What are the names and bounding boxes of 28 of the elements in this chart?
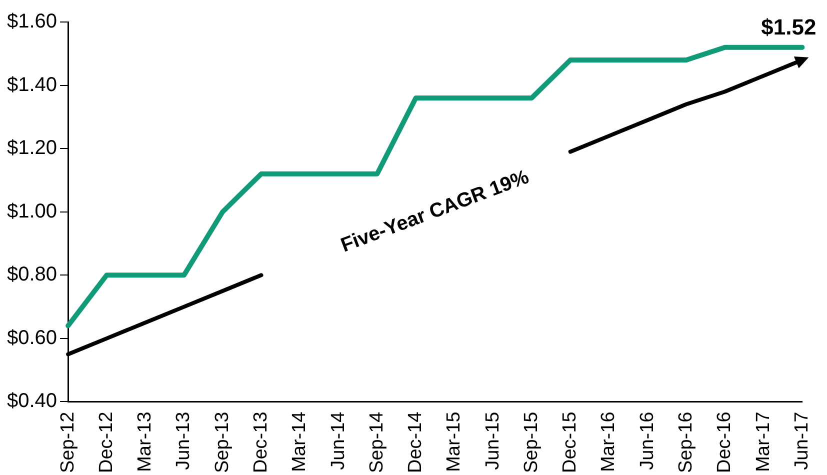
- x-tick-label: Dec-15: [560, 412, 581, 473]
- x-tick-label: Jun-13: [173, 412, 194, 470]
- x-tick-label: Mar-17: [752, 412, 774, 472]
- x-tick-label: Dec-14: [405, 411, 426, 473]
- x-tick-label: Jun-15: [482, 412, 504, 470]
- x-tick-label: Mar-13: [134, 412, 156, 472]
- y-tick-label: $1.60: [6, 10, 58, 33]
- x-tick-label: Mar-15: [444, 412, 465, 472]
- x-tick-label: Jun-17: [791, 412, 812, 470]
- y-tick-label: $0.80: [6, 264, 58, 286]
- x-tick-label: Sep-13: [212, 412, 233, 474]
- x-tick-label: Mar-14: [289, 411, 310, 472]
- x-tick-label: Dec-16: [714, 412, 736, 473]
- x-tick-label: Dec-12: [96, 412, 117, 473]
- y-tick-label: $1.20: [6, 137, 58, 160]
- x-tick-label: Sep-14: [366, 411, 388, 474]
- data-label: $1.52: [761, 14, 816, 40]
- x-tick-label: Jun-14: [328, 411, 349, 470]
- x-tick-label: Dec-13: [250, 412, 272, 473]
- y-tick-label: $1.00: [6, 200, 58, 222]
- x-tick-label: Sep-16: [676, 412, 697, 474]
- y-tick-label: $1.40: [6, 74, 58, 96]
- y-tick-label: $0.40: [6, 390, 58, 412]
- x-tick-label: Sep-15: [520, 412, 542, 474]
- x-tick-label: Mar-16: [598, 412, 620, 472]
- y-tick-label: $0.60: [6, 326, 58, 349]
- x-tick-label: Jun-16: [636, 412, 658, 470]
- x-tick-label: Sep-12: [57, 412, 78, 474]
